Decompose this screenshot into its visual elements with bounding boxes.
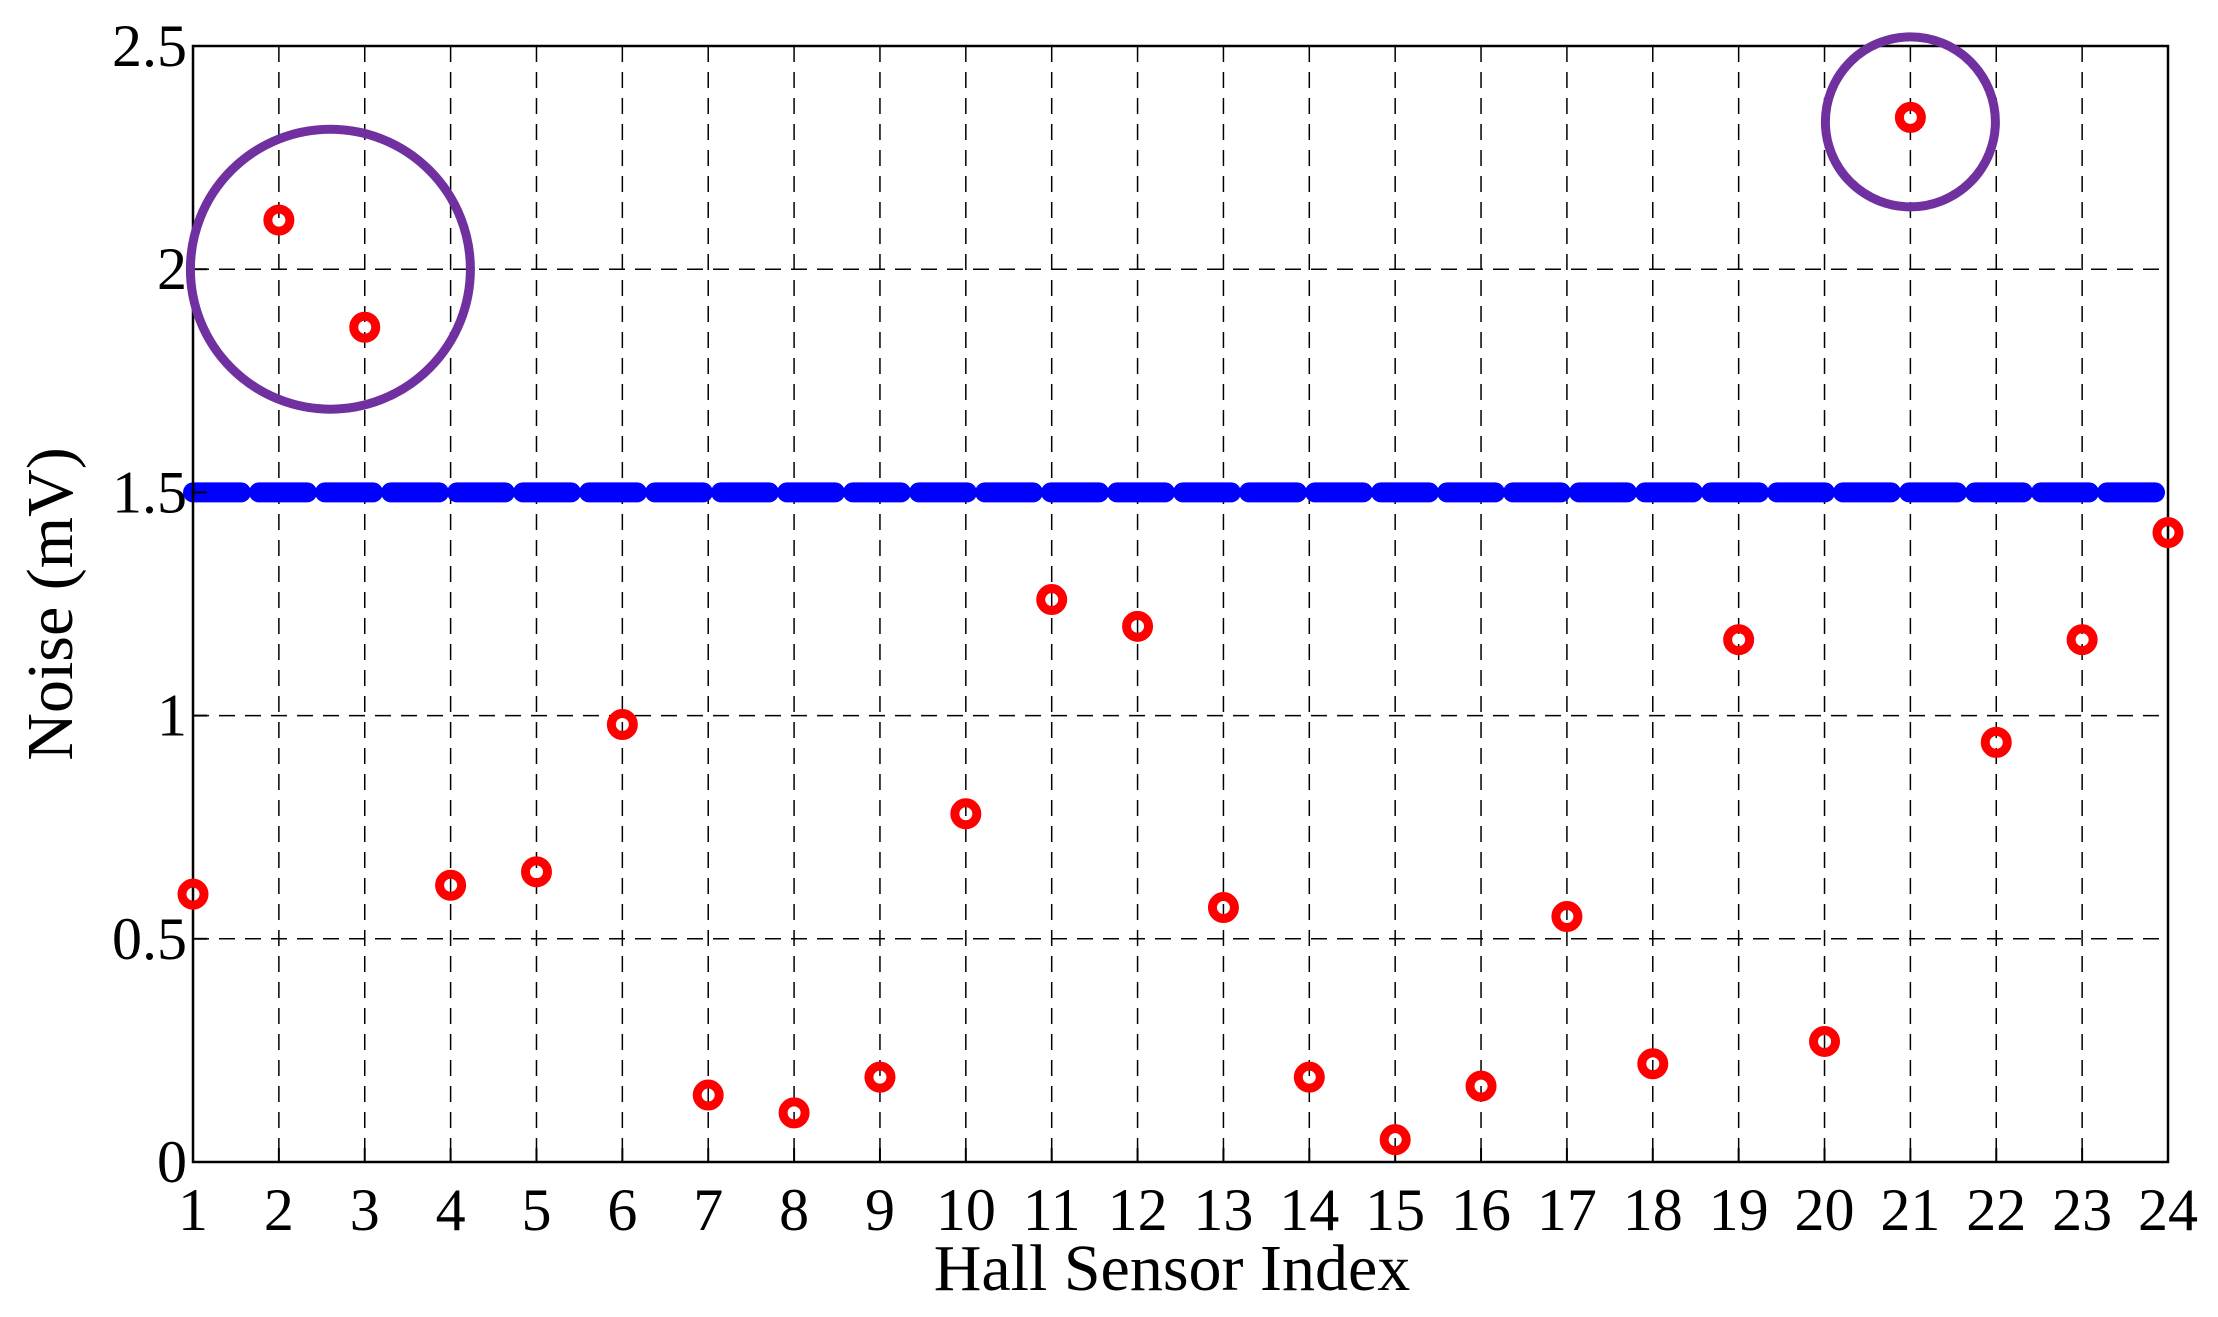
data-point [950,798,982,830]
x-tick-label: 9 [865,1177,895,1243]
x-tick-label: 7 [693,1177,723,1243]
y-tick-label: 2 [157,236,187,302]
y-tick-label: 1 [157,683,187,749]
data-point [1036,584,1068,616]
data-point [2066,624,2098,656]
x-axis-label: Hall Sensor Index [934,1232,1411,1305]
x-tick-label: 11 [1023,1177,1081,1243]
highlight-circle [185,124,475,414]
data-point [2152,517,2184,549]
axes-layer [191,44,2170,1164]
data-point [263,204,295,236]
x-tick-label: 12 [1108,1177,1168,1243]
data-point [606,709,638,741]
data-point [1379,1124,1411,1156]
data-point [1894,101,1926,133]
y-axis-label: Noise (mV) [14,447,87,760]
x-tick-label: 5 [521,1177,551,1243]
y-tick-label: 2.5 [112,13,187,79]
y-tick-label: 1.5 [112,459,187,525]
x-tick-label: 4 [436,1177,466,1243]
x-tick-label: 18 [1623,1177,1683,1243]
data-point [1723,624,1755,656]
data-point [1551,900,1583,932]
x-tick-label: 23 [2052,1177,2112,1243]
x-tick-label: 14 [1279,1177,1339,1243]
data-point [864,1061,896,1093]
data-point [520,856,552,888]
x-tick-label: 2 [264,1177,294,1243]
data-point [1207,892,1239,924]
data-point [692,1079,724,1111]
data-point [1293,1061,1325,1093]
points-layer [177,101,2184,1156]
x-tick-label: 17 [1537,1177,1597,1243]
x-tick-label: 22 [1966,1177,2026,1243]
data-point [349,311,381,343]
data-point [435,869,467,901]
highlight-circle [1820,32,2000,212]
y-tick-label: 0 [157,1129,187,1195]
data-point [1980,726,2012,758]
data-point [177,878,209,910]
x-tick-label: 1 [178,1177,208,1243]
data-point [1637,1048,1669,1080]
x-tick-label: 16 [1451,1177,1511,1243]
grid-layer [193,46,2168,1162]
data-point [1465,1070,1497,1102]
data-point [1809,1025,1841,1057]
x-tick-label: 3 [350,1177,380,1243]
data-point [778,1097,810,1129]
x-tick-label: 13 [1193,1177,1253,1243]
plot-frame [191,44,2170,1164]
x-tick-label: 24 [2138,1177,2198,1243]
highlight-layer [185,32,2000,414]
data-point [1122,610,1154,642]
tick-labels-layer: 1 2 3 4 5 6 7 8 9 10 11 12 13 14 15 16 17 18 19 20 21 22 23 240… [112,13,2198,1243]
x-tick-label: 8 [779,1177,809,1243]
x-tick-label: 21 [1880,1177,1940,1243]
y-tick-label: 0.5 [112,906,187,972]
x-tick-label: 15 [1365,1177,1425,1243]
x-tick-label: 19 [1709,1177,1769,1243]
x-tick-label: 10 [936,1177,996,1243]
x-tick-label: 20 [1795,1177,1855,1243]
x-tick-label: 6 [607,1177,637,1243]
